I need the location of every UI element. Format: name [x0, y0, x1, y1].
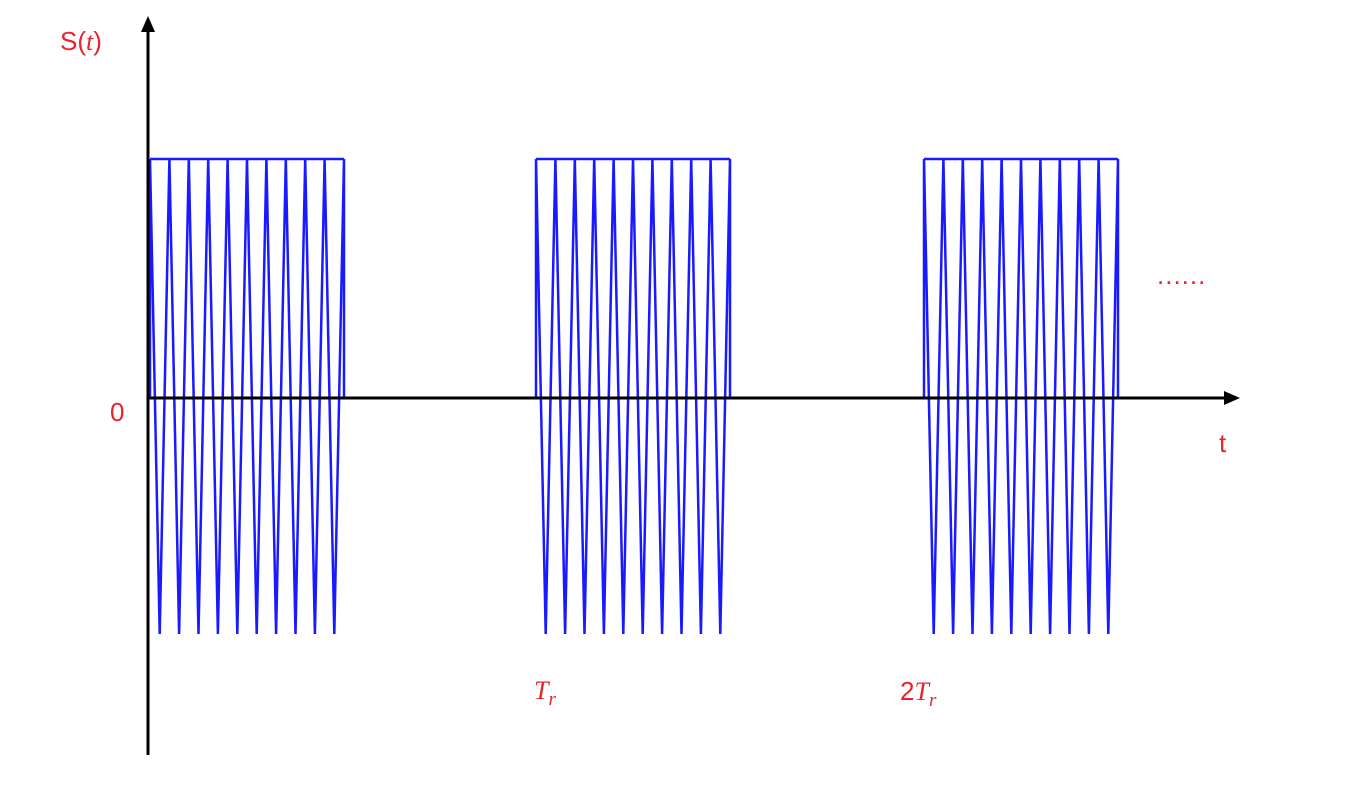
continuation-mark: ......	[1157, 260, 1207, 290]
second-period-label: 2Tr	[900, 676, 937, 711]
pulse-train	[148, 157, 1120, 635]
y-axis-arrow	[141, 16, 155, 32]
y-axis-label: S(t)	[60, 26, 102, 56]
x-axis-label: t	[1219, 428, 1227, 458]
origin-label: 0	[110, 397, 125, 427]
period-label: Tr	[534, 676, 556, 710]
x-axis-arrow	[1224, 391, 1240, 405]
axes	[141, 16, 1240, 755]
